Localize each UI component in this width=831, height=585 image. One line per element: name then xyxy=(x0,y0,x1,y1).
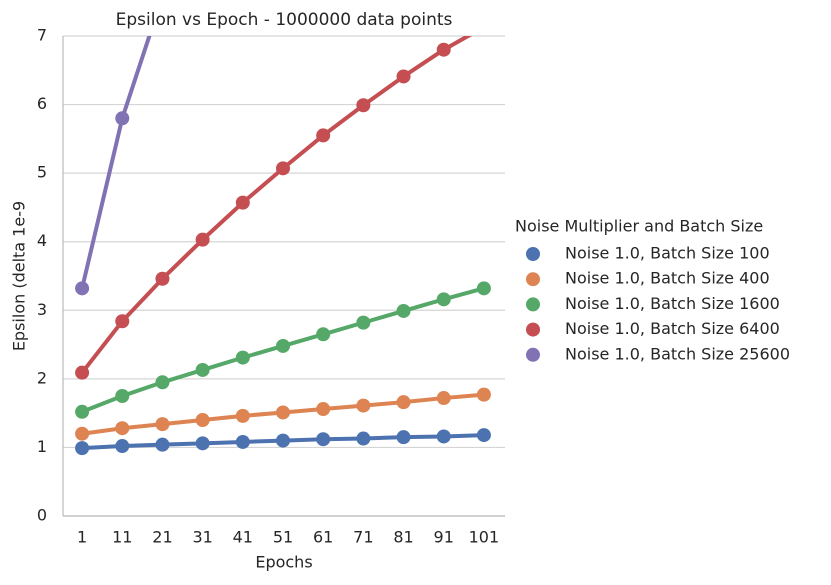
legend-marker xyxy=(526,297,540,312)
y-tick-label: 0 xyxy=(37,506,47,525)
data-point xyxy=(396,395,411,410)
data-point xyxy=(436,429,451,444)
data-point xyxy=(477,20,491,34)
legend-label: Noise 1.0, Batch Size 100 xyxy=(565,244,770,263)
data-point xyxy=(476,387,491,402)
data-point xyxy=(356,98,371,113)
data-point xyxy=(235,434,250,449)
data-point xyxy=(115,389,130,403)
data-point xyxy=(115,439,130,454)
x-tick-label: 51 xyxy=(273,528,293,547)
data-point xyxy=(356,315,371,330)
data-point xyxy=(75,365,90,380)
data-point xyxy=(476,428,491,443)
data-point xyxy=(316,327,331,342)
data-point xyxy=(356,431,371,446)
data-point xyxy=(316,432,331,447)
data-point xyxy=(195,413,210,427)
y-tick-label: 1 xyxy=(37,437,47,456)
plot-area xyxy=(75,0,491,456)
legend-label: Noise 1.0, Batch Size 1600 xyxy=(565,294,780,313)
legend-label: Noise 1.0, Batch Size 6400 xyxy=(565,319,780,338)
x-tick-label: 31 xyxy=(192,528,212,547)
x-tick-label: 91 xyxy=(434,528,454,547)
y-tick-label: 2 xyxy=(37,368,47,387)
data-point xyxy=(396,303,411,318)
x-tick-label: 81 xyxy=(393,528,413,547)
data-point xyxy=(75,441,90,456)
legend-title: Noise Multiplier and Batch Size xyxy=(515,217,763,236)
legend-marker xyxy=(526,247,540,261)
series-line xyxy=(80,36,152,289)
data-point xyxy=(155,375,170,390)
x-tick-label: 41 xyxy=(233,528,253,547)
data-point xyxy=(195,232,210,247)
data-point xyxy=(75,426,90,441)
data-point xyxy=(276,338,290,353)
chart-title: Epsilon vs Epoch - 1000000 data points xyxy=(116,10,453,30)
data-point xyxy=(155,437,170,452)
data-point xyxy=(155,417,170,432)
data-point xyxy=(436,391,451,406)
data-point xyxy=(75,281,90,296)
legend-label: Noise 1.0, Batch Size 400 xyxy=(565,269,770,288)
data-point xyxy=(316,128,331,143)
data-point xyxy=(396,69,411,84)
y-tick-label: 7 xyxy=(37,26,47,45)
legend-marker xyxy=(526,272,540,287)
series-line xyxy=(80,36,473,374)
data-point xyxy=(276,433,290,448)
data-point xyxy=(195,362,210,377)
legend-marker xyxy=(526,322,540,337)
x-tick-label: 1 xyxy=(77,528,87,547)
data-point xyxy=(396,430,411,445)
data-point xyxy=(235,195,250,210)
y-axis-label: Epsilon (delta 1e-9 xyxy=(10,201,29,351)
data-point xyxy=(436,42,451,57)
y-tick-label: 3 xyxy=(37,300,47,319)
data-point xyxy=(476,281,491,296)
data-point xyxy=(436,292,451,307)
legend-marker xyxy=(526,347,540,362)
y-tick-label: 5 xyxy=(37,163,47,182)
data-point xyxy=(75,404,90,419)
data-point xyxy=(155,0,169,3)
data-point xyxy=(276,405,290,420)
x-tick-label: 11 xyxy=(112,528,132,547)
data-point xyxy=(155,271,170,286)
data-point xyxy=(195,436,210,451)
data-point xyxy=(276,161,290,176)
x-tick-label: 21 xyxy=(152,528,172,547)
legend-label: Noise 1.0, Batch Size 25600 xyxy=(565,344,790,363)
x-tick-label: 101 xyxy=(469,528,500,547)
x-tick-label: 71 xyxy=(353,528,373,547)
data-point xyxy=(115,111,130,126)
x-tick-label: 61 xyxy=(313,528,333,547)
data-point xyxy=(356,398,371,413)
y-tick-label: 4 xyxy=(37,231,47,250)
y-tick-label: 6 xyxy=(37,94,47,113)
data-point xyxy=(115,421,130,436)
data-point xyxy=(115,314,130,329)
data-point xyxy=(235,408,250,423)
x-axis-label: Epochs xyxy=(255,553,312,572)
data-point xyxy=(316,402,331,417)
data-point xyxy=(235,350,250,365)
